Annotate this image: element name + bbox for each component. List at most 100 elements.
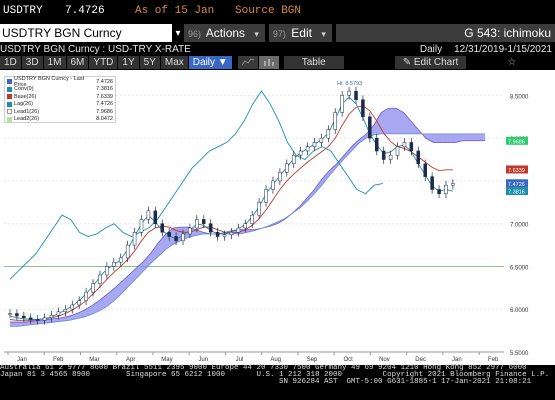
x-tick-label: Jul <box>236 357 244 363</box>
period-6m-button[interactable]: 6M <box>66 55 89 69</box>
price-candle <box>264 189 268 203</box>
chevron-down-icon[interactable]: ▾ <box>175 27 181 39</box>
y-tick-label: 6.5000 <box>510 265 529 271</box>
lead1-line <box>10 107 486 323</box>
legend-name: Base(26) <box>14 93 37 100</box>
actions-menu-button[interactable]: 96) Actions ▾ <box>184 24 265 42</box>
legend-value: 7.4726 <box>96 78 113 85</box>
price-candle <box>215 231 220 237</box>
price-candle <box>229 231 234 236</box>
star-icon[interactable]: ☆ <box>507 56 517 68</box>
frequency-label: Daily <box>419 43 443 55</box>
security-input[interactable]: USDTRY BGN Curncy <box>0 24 172 42</box>
price-candle <box>451 183 455 186</box>
frequency-dropdown[interactable]: Daily ▼ <box>188 55 232 69</box>
price-candle <box>167 231 171 237</box>
x-tick-label: May <box>161 357 172 363</box>
price-candle <box>91 283 95 293</box>
ichimoku-chart: 5.50006.00006.50007.00007.50008.00008.50… <box>4 70 555 371</box>
price-source: Source BGN <box>235 5 302 17</box>
legend-value: 7.3816 <box>96 86 113 93</box>
price-candle <box>118 257 123 263</box>
as-of-date: As of 15 Jan <box>135 5 215 17</box>
period-1m-button[interactable]: 1M <box>43 55 66 69</box>
price-candle <box>312 142 317 147</box>
x-tick-label: Jan <box>17 357 27 363</box>
command-bar: USDTRY BGN Curncy ▾ 96) Actions ▾ 97) Ed… <box>0 24 555 42</box>
price-candle <box>208 223 213 233</box>
legend-swatch <box>7 116 12 122</box>
period-1y-button[interactable]: 1Y <box>118 55 139 69</box>
price-candle <box>29 317 33 320</box>
price-candle <box>271 180 275 190</box>
price-candle <box>70 304 75 310</box>
price-candle <box>236 227 241 233</box>
chevron-down-icon: ▾ <box>321 29 326 39</box>
price-candle <box>195 219 199 229</box>
period-5y-button[interactable]: 5Y <box>139 55 160 69</box>
price-candle <box>22 315 26 319</box>
x-tick-label: Feb <box>53 357 64 363</box>
edit-chart-button[interactable]: ✎ Edit Chart <box>394 55 467 69</box>
date-range[interactable]: 12/31/2019-1/15/2021 <box>454 43 552 55</box>
price-candle <box>388 155 393 160</box>
legend-swatch <box>7 101 12 107</box>
price-candle <box>139 219 144 233</box>
value-tag <box>506 136 528 145</box>
price-candle <box>8 313 12 315</box>
function-title: G 543: ichimoku <box>335 24 555 42</box>
top-quote-bar: USDTRY 7.4726 As of 15 Jan Source BGN <box>0 0 555 22</box>
legend-name: USDTRY BGN Curncy - Last Price <box>14 75 85 88</box>
period-ytd-button[interactable]: YTD <box>89 55 118 69</box>
table-button[interactable]: Table <box>283 55 344 69</box>
high-annotation: Hi: 8.5793 <box>337 81 362 87</box>
value-tag <box>506 187 528 196</box>
legend-row: Conv(9) 7.3816 <box>7 86 113 94</box>
price-candle <box>285 163 289 173</box>
value-tag-label: 7.4726 <box>508 182 525 188</box>
chevron-down-icon: ▾ <box>254 29 259 39</box>
bar-chart-icon[interactable] <box>258 55 279 69</box>
edit-menu-button[interactable]: 97) Edit ▾ <box>268 24 332 42</box>
line-chart-icon[interactable] <box>237 55 258 69</box>
price-candle <box>381 150 386 160</box>
price-candle <box>409 142 414 152</box>
period-1d-button[interactable]: 1D <box>0 55 21 69</box>
price-candle <box>326 129 331 139</box>
edit-label: Edit <box>291 26 312 40</box>
price-candle <box>125 244 130 259</box>
price-candle <box>347 90 351 96</box>
period-3d-button[interactable]: 3D <box>21 55 43 69</box>
edit-chart-label: Edit Chart <box>413 56 459 68</box>
price-candle <box>188 227 192 235</box>
footer-line-2: Japan 81 3 4565 8900 Singapore 65 6212 1… <box>0 371 550 379</box>
price-candle <box>174 236 178 242</box>
lead2-line <box>10 133 486 327</box>
price-candle <box>15 313 19 317</box>
x-tick-label: Dec <box>415 357 426 363</box>
y-tick-label: 5.5000 <box>510 351 529 357</box>
legend-value: 7.6339 <box>96 93 113 100</box>
y-axis-panel <box>504 70 555 370</box>
edit-number: 97) <box>272 29 286 39</box>
footer-line-3: SN 926284 AST GMT-5:00 G631-1885-1 17-Ja… <box>0 378 532 386</box>
legend-value: 8.0472 <box>96 116 113 123</box>
price-candle <box>250 214 254 224</box>
price-candle <box>375 137 379 152</box>
price-candle <box>437 189 441 195</box>
price-candle <box>291 155 296 165</box>
period-toolbar: 1D 3D 1M 6M YTD 1Y 5Y Max Daily ▼ Table … <box>0 55 555 69</box>
price-candle <box>105 266 109 276</box>
price-candle <box>395 146 400 156</box>
legend-row: Lead1(26) 7.9686 <box>7 108 113 116</box>
price-candle <box>354 90 358 100</box>
chart-subtitle-bar: USDTRY BGN Curncy : USD-TRY X-RATE Daily… <box>0 43 555 55</box>
price-candle <box>368 116 372 139</box>
price-candle <box>146 210 151 220</box>
price-candle <box>160 223 164 233</box>
price-candle <box>305 146 310 152</box>
period-max-button[interactable]: Max <box>160 55 188 69</box>
actions-label: Actions <box>205 26 246 40</box>
footer-contacts: Australia 61 2 9777 8600 Brazil 5511 239… <box>0 364 555 400</box>
price-candle <box>35 319 40 321</box>
